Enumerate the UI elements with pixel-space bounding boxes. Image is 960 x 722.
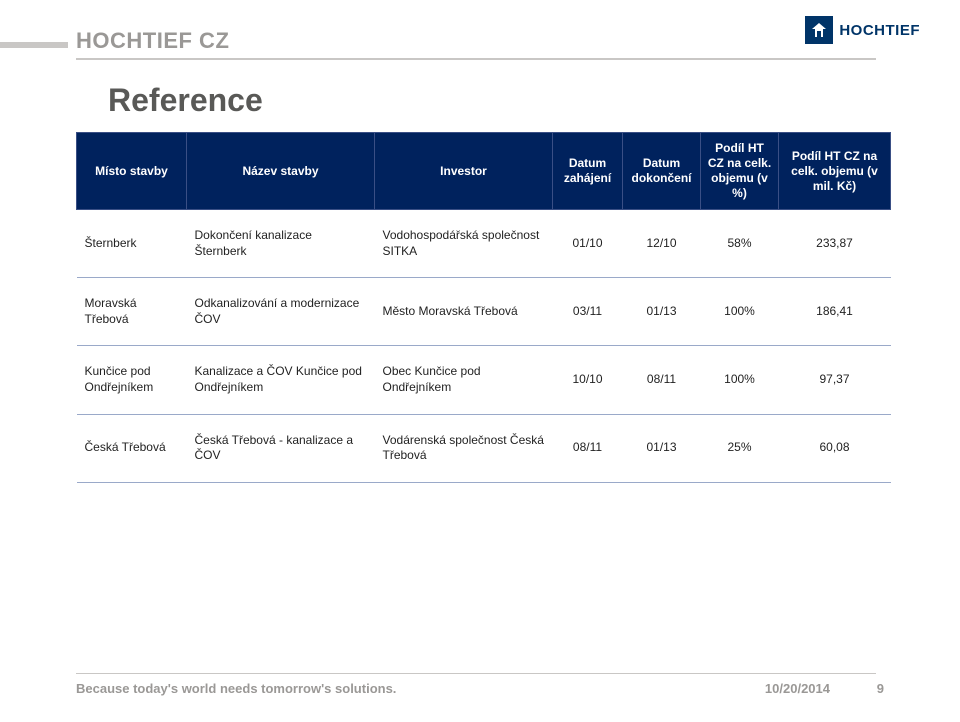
col-header: Datum zahájení [553, 133, 623, 210]
table-cell: 12/10 [623, 210, 701, 278]
header-accent-bar [0, 42, 68, 48]
table-row: Moravská TřebováOdkanalizování a moderni… [77, 278, 891, 346]
logo: HOCHTIEF [805, 16, 920, 44]
reference-table: Místo stavby Název stavby Investor Datum… [76, 132, 891, 483]
table-row: Kunčice pod OndřejníkemKanalizace a ČOV … [77, 346, 891, 414]
table-cell: 58% [701, 210, 779, 278]
table-cell: Vodohospodářská společnost SITKA [375, 210, 553, 278]
table-cell: 100% [701, 346, 779, 414]
table-cell: 03/11 [553, 278, 623, 346]
table-cell: 186,41 [779, 278, 891, 346]
logo-mark-icon [805, 16, 833, 44]
col-header: Název stavby [187, 133, 375, 210]
table-row: ŠternberkDokončení kanalizace ŠternberkV… [77, 210, 891, 278]
table-cell: 60,08 [779, 414, 891, 482]
table-cell: Odkanalizování a modernizace ČOV [187, 278, 375, 346]
table-cell: 01/13 [623, 278, 701, 346]
table-cell: 01/13 [623, 414, 701, 482]
table-cell: 08/11 [623, 346, 701, 414]
col-header: Podíl HT CZ na celk. objemu (v %) [701, 133, 779, 210]
footer-date: 10/20/2014 [765, 681, 830, 696]
col-header: Datum dokončení [623, 133, 701, 210]
table-cell: 10/10 [553, 346, 623, 414]
table-row: Česká TřebováČeská Třebová - kanalizace … [77, 414, 891, 482]
page-title: Reference [108, 82, 263, 119]
table-cell: Šternberk [77, 210, 187, 278]
col-header: Investor [375, 133, 553, 210]
col-header: Podíl HT CZ na celk. objemu (v mil. Kč) [779, 133, 891, 210]
footer-tagline: Because today's world needs tomorrow's s… [76, 681, 396, 696]
table-cell: 97,37 [779, 346, 891, 414]
header-underline [76, 58, 876, 60]
table-cell: Česká Třebová [77, 414, 187, 482]
footer-line [76, 673, 876, 674]
table-cell: Česká Třebová - kanalizace a ČOV [187, 414, 375, 482]
table-cell: 08/11 [553, 414, 623, 482]
logo-text: HOCHTIEF [839, 22, 920, 39]
footer-page: 9 [877, 681, 884, 696]
table-cell: Kunčice pod Ondřejníkem [77, 346, 187, 414]
slide: HOCHTIEF CZ HOCHTIEF Reference Místo sta… [0, 0, 960, 722]
table-header-row: Místo stavby Název stavby Investor Datum… [77, 133, 891, 210]
col-header: Místo stavby [77, 133, 187, 210]
table-cell: Kanalizace a ČOV Kunčice pod Ondřejníkem [187, 346, 375, 414]
table-cell: 100% [701, 278, 779, 346]
table-cell: 01/10 [553, 210, 623, 278]
table-cell: Dokončení kanalizace Šternberk [187, 210, 375, 278]
table-cell: 233,87 [779, 210, 891, 278]
table-cell: Moravská Třebová [77, 278, 187, 346]
table-cell: Město Moravská Třebová [375, 278, 553, 346]
table-cell: 25% [701, 414, 779, 482]
header-company: HOCHTIEF CZ [76, 28, 229, 54]
table-cell: Vodárenská společnost Česká Třebová [375, 414, 553, 482]
table-cell: Obec Kunčice pod Ondřejníkem [375, 346, 553, 414]
